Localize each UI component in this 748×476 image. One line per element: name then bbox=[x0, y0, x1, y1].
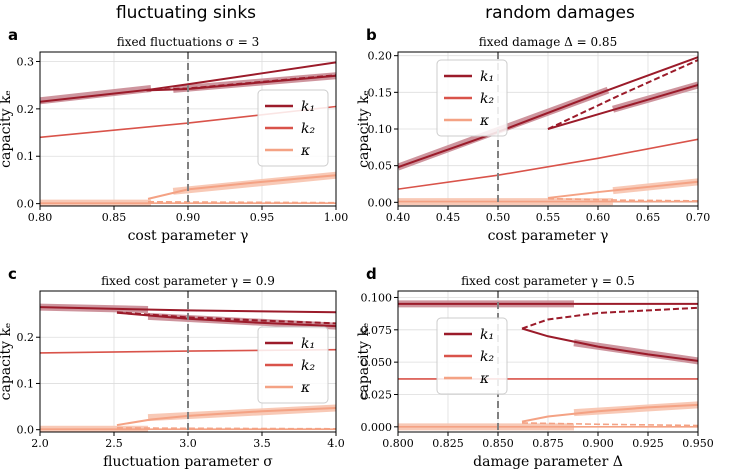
panel-title: fixed cost parameter γ = 0.9 bbox=[101, 274, 275, 288]
x-tick-label: 0.40 bbox=[386, 211, 411, 224]
y-tick-label: 0.0 bbox=[17, 198, 35, 211]
column-title-left: fluctuating sinks bbox=[116, 3, 256, 23]
panel-letter: b bbox=[366, 26, 377, 44]
legend-label: k₂ bbox=[480, 91, 494, 107]
y-tick-label: 0.1 bbox=[17, 377, 35, 390]
series-k1-upper bbox=[398, 56, 698, 169]
x-tick-label: 0.70 bbox=[686, 211, 711, 224]
y-tick-label: 0.100 bbox=[361, 291, 393, 304]
x-tick-label: 0.90 bbox=[176, 211, 201, 224]
x-axis-label: cost parameter γ bbox=[488, 228, 609, 244]
y-tick-label: 0.20 bbox=[368, 50, 393, 63]
y-tick-label: 0.2 bbox=[17, 331, 35, 344]
y-tick-label: 0.000 bbox=[361, 421, 393, 434]
y-axis-label: capacity kₑ bbox=[356, 90, 372, 168]
series-kappa-upper bbox=[547, 180, 698, 199]
legend-label: k₁ bbox=[301, 336, 315, 352]
column-title-right: random damages bbox=[485, 3, 635, 23]
x-tick-label: 0.95 bbox=[250, 211, 275, 224]
series-k1-unstable bbox=[146, 74, 336, 91]
series-k1-unstable bbox=[116, 311, 336, 325]
y-tick-label: 0.0 bbox=[17, 424, 35, 437]
legend-label: k₂ bbox=[480, 349, 494, 365]
legend-label: κ bbox=[300, 143, 310, 159]
series-k2 bbox=[398, 138, 698, 190]
plot-area bbox=[398, 52, 698, 206]
x-tick-label: 0.65 bbox=[636, 211, 661, 224]
series-kappa-unstable bbox=[547, 197, 698, 202]
plot-area bbox=[398, 291, 698, 432]
legend-label: κ bbox=[479, 371, 489, 387]
legend-label: κ bbox=[300, 380, 310, 396]
x-tick-label: 0.850 bbox=[482, 437, 514, 450]
panel-d: 0.800 0.825 0.850 0.875 0.900 0.925 0.950 0.000… bbox=[356, 265, 714, 470]
panel-a: 0.80 0.85 0.90 0.95 1.00 0.0 0.1 0.2 0.3 fixed fl… bbox=[0, 26, 348, 244]
y-tick-label: 0.00 bbox=[368, 196, 393, 209]
series-k1-unstable bbox=[547, 59, 698, 130]
series-kappa-unstable bbox=[148, 200, 336, 204]
x-tick-label: 0.85 bbox=[102, 211, 127, 224]
legend-label: k₁ bbox=[301, 99, 315, 115]
x-tick-label: 0.60 bbox=[586, 211, 611, 224]
legend-label: k₁ bbox=[480, 69, 494, 85]
x-tick-label: 1.00 bbox=[324, 211, 349, 224]
series-kappa-unstable bbox=[521, 422, 698, 427]
y-tick-label: 0.2 bbox=[17, 103, 35, 116]
panel-letter: c bbox=[8, 265, 17, 283]
x-tick-label: 3.0 bbox=[179, 437, 197, 450]
legend-label: k₁ bbox=[480, 327, 494, 343]
x-tick-label: 2.5 bbox=[105, 437, 123, 450]
series-kappa-upper bbox=[147, 174, 336, 200]
y-axis-label: capacity kₑ bbox=[0, 90, 14, 168]
panel-letter: d bbox=[366, 265, 377, 283]
y-axis-label: capacity kₑ bbox=[356, 323, 372, 401]
panel-title: fixed fluctuations σ = 3 bbox=[117, 35, 260, 49]
y-tick-label: 0.05 bbox=[368, 160, 393, 173]
series-kappa-upper bbox=[521, 403, 698, 423]
y-tick-label: 0.3 bbox=[17, 55, 35, 68]
x-tick-label: 0.900 bbox=[582, 437, 614, 450]
y-tick-label: 0.050 bbox=[361, 356, 393, 369]
x-tick-label: 0.950 bbox=[682, 437, 714, 450]
x-tick-label: 0.80 bbox=[28, 211, 53, 224]
x-axis-label: fluctuation parameter σ bbox=[103, 454, 273, 470]
panel-b: 0.40 0.45 0.50 0.55 0.60 0.65 0.70 0.00 0.05 0.10… bbox=[356, 26, 710, 244]
legend-label: k₂ bbox=[301, 358, 315, 374]
y-tick-label: 0.10 bbox=[368, 123, 393, 136]
y-tick-label: 0.1 bbox=[17, 150, 35, 163]
y-tick-label: 0.15 bbox=[368, 86, 393, 99]
panel-letter: a bbox=[8, 26, 18, 44]
series-k1-upper bbox=[40, 61, 336, 103]
x-axis-label: cost parameter γ bbox=[128, 228, 249, 244]
x-tick-label: 0.50 bbox=[486, 211, 511, 224]
plot-area bbox=[40, 291, 336, 432]
panel-title: fixed cost parameter γ = 0.5 bbox=[461, 274, 635, 288]
x-tick-label: 0.800 bbox=[382, 437, 414, 450]
y-axis-label: capacity kₑ bbox=[0, 323, 14, 401]
series-k1-lower bbox=[116, 311, 336, 328]
x-tick-label: 0.925 bbox=[632, 437, 664, 450]
x-tick-label: 3.5 bbox=[253, 437, 271, 450]
series-k1-upper bbox=[40, 306, 336, 314]
y-tick-label: 0.075 bbox=[361, 324, 393, 337]
y-tick-label: 0.025 bbox=[361, 388, 393, 401]
series-k1-lower bbox=[521, 327, 698, 362]
x-tick-label: 0.55 bbox=[536, 211, 561, 224]
x-tick-label: 2.0 bbox=[31, 437, 49, 450]
series-k1-lower bbox=[547, 84, 698, 130]
x-tick-label: 0.825 bbox=[432, 437, 464, 450]
x-axis-label: damage parameter Δ bbox=[473, 454, 623, 470]
legend-label: κ bbox=[479, 113, 489, 129]
x-tick-label: 0.875 bbox=[532, 437, 564, 450]
series-kappa-unstable bbox=[116, 427, 336, 430]
panel-title: fixed damage Δ = 0.85 bbox=[479, 35, 617, 49]
series-k1-unstable bbox=[521, 306, 698, 330]
plot-area bbox=[40, 52, 336, 206]
legend-label: k₂ bbox=[301, 121, 315, 137]
x-tick-label: 4.0 bbox=[327, 437, 345, 450]
panel-c: 2.0 2.5 3.0 3.5 4.0 0.0 0.1 0.2 fixed cost param… bbox=[0, 265, 345, 470]
x-tick-label: 0.45 bbox=[436, 211, 461, 224]
